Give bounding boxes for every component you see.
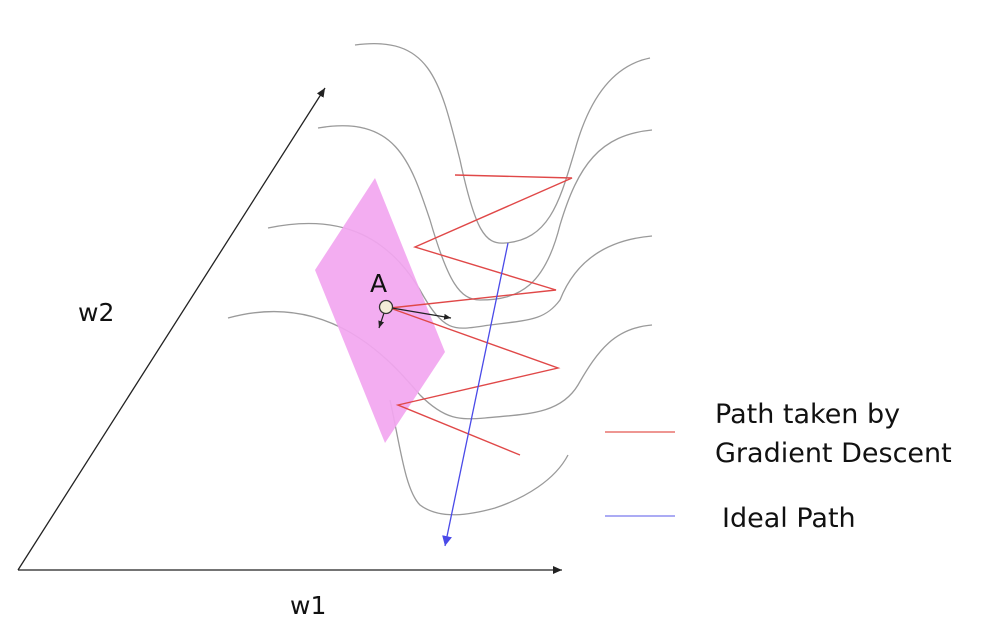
point-a-marker	[378, 299, 394, 315]
gradient-descent-path	[389, 174, 573, 456]
vector-arrow-right	[385, 306, 452, 320]
w1-axis-label: w1	[290, 591, 326, 620]
legend-label-gradient-descent: Path taken by Gradient Descent	[715, 399, 952, 469]
contour-line-1	[354, 43, 651, 244]
legend-label-ideal-path: Ideal Path	[722, 503, 856, 534]
legend-label-gradient-descent-line-2: Gradient Descent	[715, 438, 952, 469]
contour-line-2	[317, 125, 653, 301]
point-a-label: A	[370, 269, 387, 298]
legend-label-ideal-path-line-1: Ideal Path	[722, 503, 856, 534]
ideal-path	[442, 242, 509, 547]
contour-lines	[227, 43, 653, 516]
legend-label-gradient-descent-line-1: Path taken by	[715, 399, 900, 430]
w2-axis-label: w2	[78, 298, 114, 327]
w2-axis	[17, 87, 326, 571]
contour-line-4	[227, 311, 653, 420]
contour-line-5	[389, 399, 569, 516]
legend: Path taken by Gradient Descent Ideal Pat…	[605, 399, 952, 534]
